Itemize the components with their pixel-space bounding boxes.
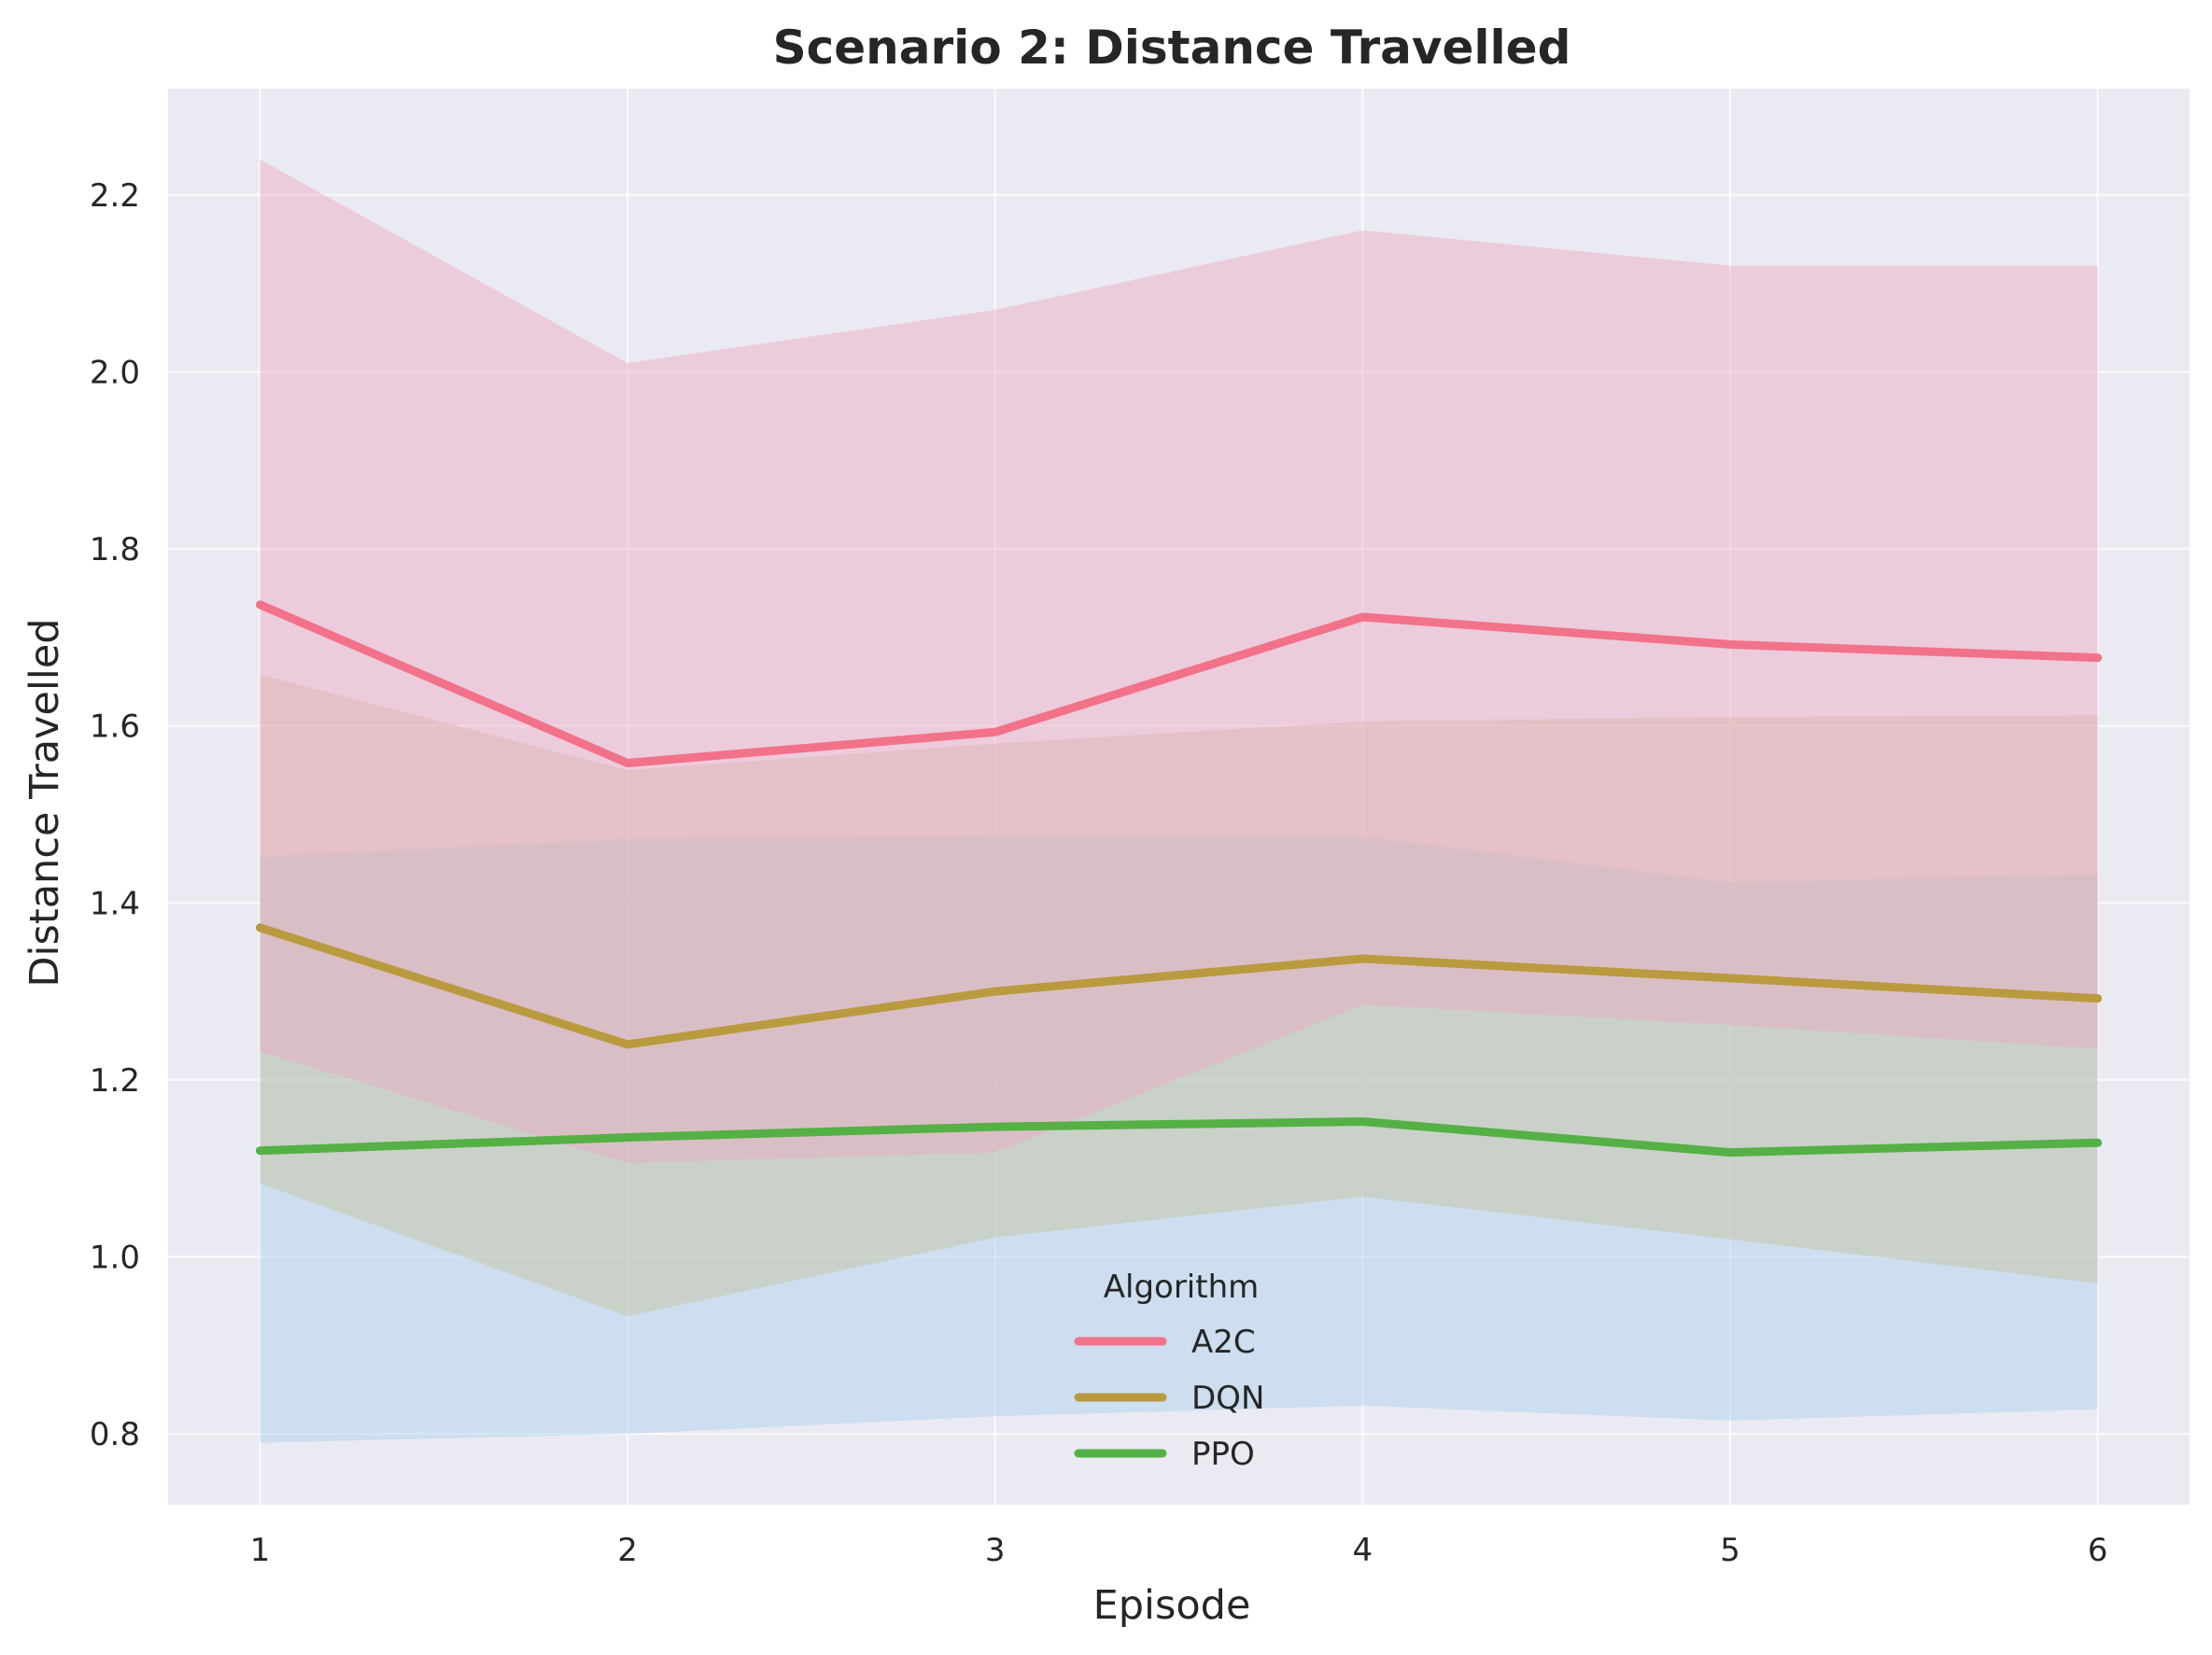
chart-title: Scenario 2: Distance Travelled [773, 21, 1571, 75]
legend-title: Algorithm [1104, 1269, 1260, 1306]
line-dqn [255, 923, 2103, 1049]
band-dqn [260, 674, 2098, 1317]
y-tick-label: 1.4 [90, 885, 140, 922]
x-ticks: 1 2 3 4 5 6 [250, 1532, 2108, 1569]
x-tick-label: 2 [617, 1532, 638, 1569]
y-tick-label: 2.0 [90, 354, 140, 391]
y-tick-label: 2.2 [90, 177, 140, 215]
y-axis-label: Distance Travelled [21, 618, 68, 987]
y-tick-label: 1.2 [90, 1062, 140, 1100]
band-ppo [260, 836, 2098, 1443]
line-a2c [255, 600, 2103, 767]
legend-label-ppo: PPO [1191, 1436, 1255, 1473]
x-tick-label: 4 [1352, 1532, 1373, 1569]
x-tick-label: 1 [250, 1532, 271, 1569]
x-tick-label: 3 [985, 1532, 1006, 1569]
x-axis-label: Episode [1093, 1582, 1251, 1629]
y-tick-label: 0.8 [90, 1416, 140, 1453]
legend-label-dqn: DQN [1191, 1380, 1264, 1417]
plot-area [168, 89, 2190, 1505]
legend: Algorithm A2C DQN PPO [1074, 1269, 1264, 1473]
y-ticks: 0.8 1.0 1.2 1.4 1.6 1.8 2.0 2.2 [90, 177, 140, 1453]
confidence-bands [260, 159, 2098, 1443]
y-tick-label: 1.8 [90, 531, 140, 568]
series-lines [255, 600, 2103, 1157]
line-ppo [255, 1116, 2103, 1157]
y-tick-label: 1.0 [90, 1240, 140, 1277]
y-tick-label: 1.6 [90, 708, 140, 746]
x-tick-label: 5 [1720, 1532, 1740, 1569]
band-a2c [260, 159, 2098, 1164]
x-tick-label: 6 [2088, 1532, 2108, 1569]
legend-label-a2c: A2C [1191, 1324, 1256, 1361]
grid [168, 89, 2190, 1505]
legend-items: A2C DQN PPO [1074, 1324, 1264, 1473]
